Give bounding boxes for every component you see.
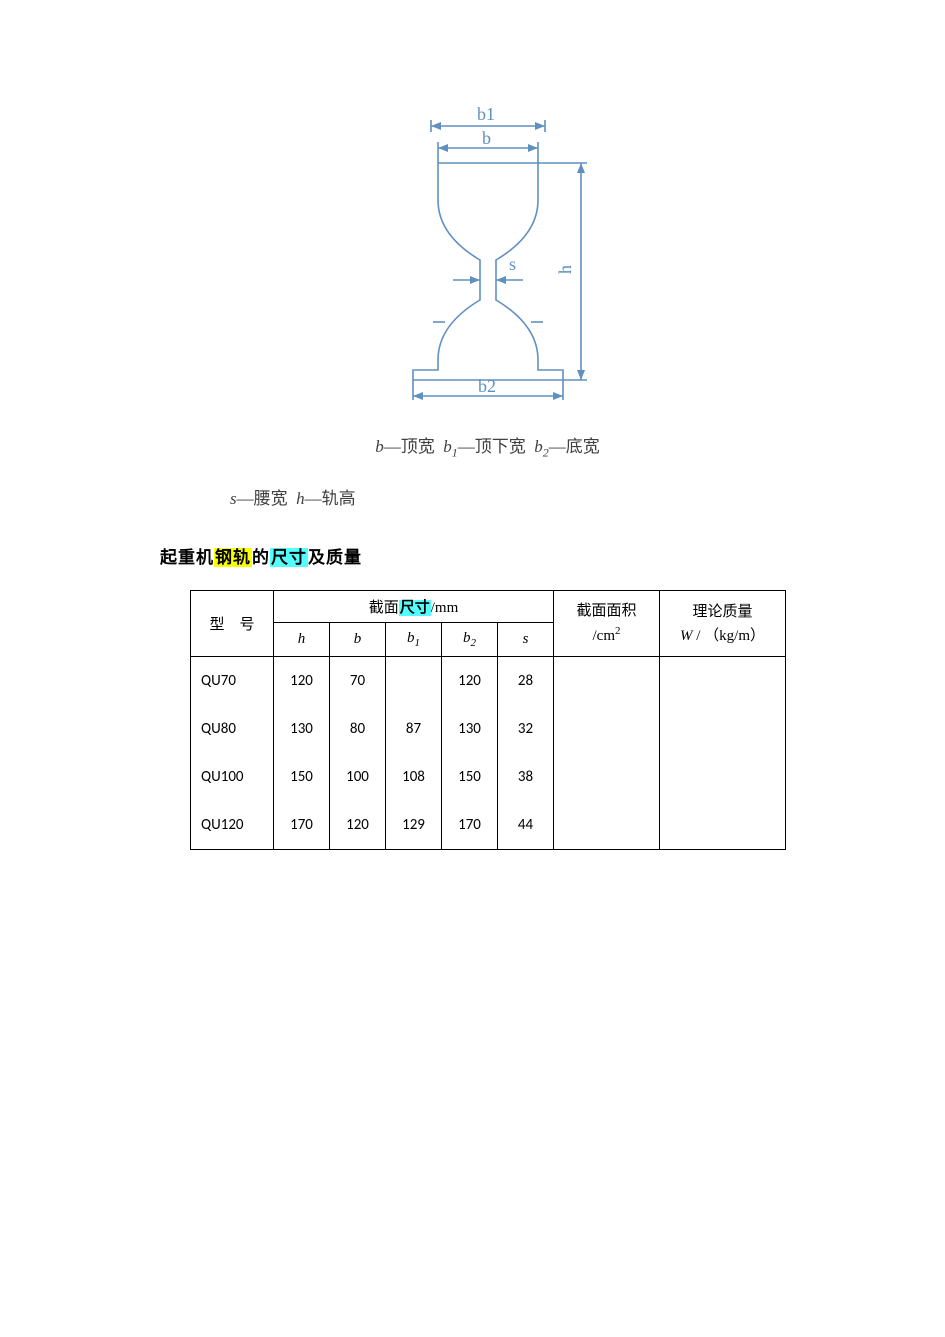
cell-mass [660, 657, 786, 706]
cell-model: QU100 [191, 753, 274, 801]
cell-model: QU80 [191, 705, 274, 753]
diagram-label-s: s [509, 254, 516, 274]
cell-area [554, 801, 660, 850]
col-header-s: s [498, 623, 554, 657]
cell-mass [660, 705, 786, 753]
rail-spec-table: 型 号 截面尺寸/mm 截面面积/cm2 理论质量W / （kg/m） h b … [190, 590, 786, 850]
rail-cross-section-diagram: b1 b h s [160, 100, 815, 400]
legend-line-2: s—腰宽 h—轨高 [230, 484, 815, 509]
cell-h: 150 [274, 753, 330, 801]
cell-b: 120 [330, 801, 386, 850]
table-row: QU70 120 70 120 28 [191, 657, 786, 706]
cell-mass [660, 801, 786, 850]
col-header-dimensions: 截面尺寸/mm [274, 591, 554, 623]
cell-s: 32 [498, 705, 554, 753]
cell-s: 44 [498, 801, 554, 850]
diagram-label-h: h [555, 265, 575, 274]
cell-b2: 120 [442, 657, 498, 706]
cell-b1 [386, 657, 442, 706]
cell-area [554, 753, 660, 801]
cell-model: QU70 [191, 657, 274, 706]
table-body: QU70 120 70 120 28 QU80 130 80 87 130 32 [191, 657, 786, 850]
cell-b: 70 [330, 657, 386, 706]
diagram-label-b: b [482, 128, 491, 148]
table-header: 型 号 截面尺寸/mm 截面面积/cm2 理论质量W / （kg/m） h b … [191, 591, 786, 657]
cell-h: 130 [274, 705, 330, 753]
cell-h: 170 [274, 801, 330, 850]
cell-b2: 170 [442, 801, 498, 850]
highlight-cyan: 尺寸 [270, 548, 308, 567]
cell-area [554, 657, 660, 706]
cell-mass [660, 753, 786, 801]
col-header-b1: b1 [386, 623, 442, 657]
rail-svg: b1 b h s [383, 100, 593, 400]
cell-model: QU120 [191, 801, 274, 850]
cell-b: 80 [330, 705, 386, 753]
col-header-mass: 理论质量W / （kg/m） [660, 591, 786, 657]
col-header-b2: b2 [442, 623, 498, 657]
cell-b1: 87 [386, 705, 442, 753]
highlight-yellow: 钢轨 [214, 548, 252, 567]
col-header-h: h [274, 623, 330, 657]
table-row: QU120 170 120 129 170 44 [191, 801, 786, 850]
col-header-area: 截面面积/cm2 [554, 591, 660, 657]
table-row: QU80 130 80 87 130 32 [191, 705, 786, 753]
cell-s: 38 [498, 753, 554, 801]
col-header-b: b [330, 623, 386, 657]
diagram-label-b1: b1 [477, 104, 495, 124]
cell-b2: 130 [442, 705, 498, 753]
cell-b2: 150 [442, 753, 498, 801]
legend-line-1: b—顶宽 b1—顶下宽 b2—底宽 [160, 432, 815, 460]
cell-h: 120 [274, 657, 330, 706]
cell-area [554, 705, 660, 753]
diagram-label-b2: b2 [478, 376, 496, 396]
cell-b1: 108 [386, 753, 442, 801]
table-row: QU100 150 100 108 150 38 [191, 753, 786, 801]
cell-b1: 129 [386, 801, 442, 850]
section-title: 起重机钢轨的尺寸及质量 [160, 543, 815, 568]
col-header-model: 型 号 [191, 591, 274, 657]
cell-s: 28 [498, 657, 554, 706]
cell-b: 100 [330, 753, 386, 801]
